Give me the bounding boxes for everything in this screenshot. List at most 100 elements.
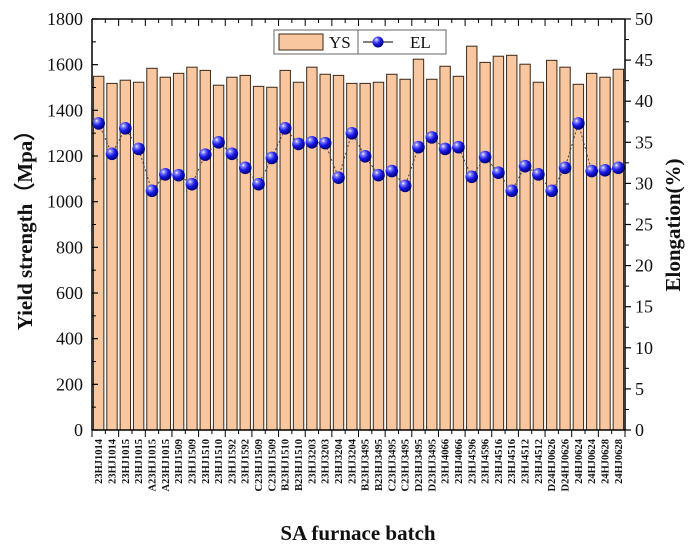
legend-el-marker-icon bbox=[372, 36, 384, 48]
legend-ys-label: YS bbox=[329, 33, 351, 52]
ys-bar bbox=[399, 78, 411, 431]
ys-bar bbox=[412, 58, 425, 431]
ys-bar bbox=[372, 81, 385, 431]
y-tick-label: 800 bbox=[56, 237, 83, 257]
y-axis-title: Yield strength（Mpa） bbox=[13, 120, 37, 331]
x-category-label: 23HJ1592 bbox=[241, 439, 252, 484]
el-data-point bbox=[145, 184, 159, 198]
el-data-point bbox=[478, 150, 492, 164]
el-data-point bbox=[385, 164, 399, 178]
ys-bars bbox=[92, 45, 625, 431]
ys-bar bbox=[159, 76, 171, 431]
el-line bbox=[92, 117, 625, 198]
y2-tick-label: 5 bbox=[635, 379, 644, 399]
x-category-label: 24HJ0624 bbox=[574, 438, 585, 484]
ys-bar bbox=[226, 76, 238, 431]
ys-bar bbox=[599, 76, 611, 431]
el-data-point bbox=[292, 137, 305, 151]
x-category-label: 23HJ4066 bbox=[441, 439, 452, 484]
x-category-label: 23HJ1592 bbox=[227, 439, 238, 484]
y2-tick-label: 0 bbox=[635, 420, 644, 440]
x-category-label: B23HJ1510 bbox=[294, 439, 305, 491]
el-data-point bbox=[372, 168, 385, 182]
el-data-point bbox=[585, 164, 598, 178]
x-category-label: 23HJ4516 bbox=[507, 439, 518, 484]
ys-bar bbox=[106, 82, 118, 431]
el-data-point bbox=[105, 147, 119, 161]
el-data-point bbox=[265, 151, 279, 165]
el-data-point bbox=[412, 140, 425, 154]
ys-bar bbox=[292, 81, 305, 431]
ys-bar bbox=[332, 74, 345, 431]
x-category-label: 23HJ4516 bbox=[494, 439, 505, 484]
x-category-label: 23HJ3204 bbox=[347, 438, 358, 484]
x-category-label: B23HJ3495 bbox=[374, 439, 385, 491]
el-data-point bbox=[572, 117, 585, 130]
ys-bar bbox=[585, 72, 598, 431]
y2-tick-label: 15 bbox=[635, 297, 653, 317]
el-data-point bbox=[318, 136, 332, 150]
ys-bar bbox=[252, 85, 265, 431]
ys-bar bbox=[172, 72, 185, 431]
el-data-point bbox=[198, 148, 212, 161]
ys-bar bbox=[452, 75, 465, 431]
x-category-label: B23HJ3495 bbox=[361, 439, 372, 491]
el-data-point bbox=[238, 161, 252, 175]
axes: 0 200 400 600 800 1000 1200 1400 1600 1800 0 5 10 15 2… bbox=[47, 9, 653, 492]
el-data-point bbox=[398, 179, 412, 193]
x-category-label: 24HJ0628 bbox=[601, 439, 612, 484]
x-category-label: 23HJ1509 bbox=[187, 439, 198, 484]
x-category-label: C23HJ3495 bbox=[401, 439, 412, 492]
x-category-label: C23HJ1509 bbox=[254, 439, 265, 492]
y2-tick-label: 45 bbox=[635, 50, 653, 70]
ys-bar bbox=[186, 66, 198, 431]
ys-bar bbox=[532, 81, 545, 431]
y2-tick-label: 20 bbox=[635, 256, 653, 276]
ys-bar bbox=[479, 61, 491, 431]
el-data-point bbox=[212, 136, 225, 149]
y-tick-label: 1400 bbox=[47, 100, 83, 120]
el-data-point bbox=[345, 126, 359, 140]
x-category-label: 23HJ4596 bbox=[481, 439, 492, 484]
x-category-label: 23HJ1014 bbox=[94, 438, 105, 484]
el-data-point bbox=[505, 184, 519, 198]
y-tick-label: 1600 bbox=[47, 55, 83, 75]
y2-tick-label: 25 bbox=[635, 215, 653, 235]
el-data-point bbox=[612, 161, 625, 175]
y2-tick-label: 50 bbox=[635, 9, 653, 29]
el-data-point bbox=[132, 142, 145, 156]
ys-bar bbox=[132, 81, 145, 431]
ys-bar bbox=[306, 66, 318, 431]
y2-tick-label: 10 bbox=[635, 338, 653, 358]
el-data-point bbox=[252, 177, 265, 191]
ys-bar bbox=[519, 63, 531, 431]
y-tick-label: 1000 bbox=[47, 192, 83, 212]
x-category-label: 23HJ4066 bbox=[454, 439, 465, 484]
ys-bar bbox=[546, 59, 558, 431]
ys-bar bbox=[506, 54, 518, 431]
ys-bar bbox=[612, 68, 625, 431]
ys-bar bbox=[559, 66, 571, 431]
legend: YS EL bbox=[273, 29, 447, 55]
x-category-label: 23HJ4512 bbox=[534, 439, 545, 484]
x-category-label: 23HJ1510 bbox=[201, 439, 212, 484]
el-data-point bbox=[92, 117, 105, 130]
ys-bar bbox=[239, 74, 251, 431]
x-category-label: 23HJ3203 bbox=[321, 439, 332, 484]
x-category-label: D24HJ0626 bbox=[561, 439, 572, 492]
ys-bar bbox=[319, 73, 331, 431]
x-category-label: 23HJ1015 bbox=[121, 439, 132, 484]
x-category-label: B23HJ1510 bbox=[281, 439, 292, 491]
x-category-label: 23HJ1015 bbox=[134, 439, 145, 484]
x-category-label: A23HJ1015 bbox=[147, 439, 158, 492]
x-category-label: C23HJ3495 bbox=[387, 439, 398, 492]
y-tick-label: 1200 bbox=[47, 146, 83, 166]
y-tick-label: 200 bbox=[56, 374, 83, 394]
el-data-point bbox=[278, 122, 292, 135]
el-data-point bbox=[172, 168, 185, 182]
y-tick-label: 600 bbox=[56, 283, 83, 303]
el-data-point bbox=[185, 177, 199, 191]
x-category-label: 24HJ0628 bbox=[614, 439, 625, 484]
